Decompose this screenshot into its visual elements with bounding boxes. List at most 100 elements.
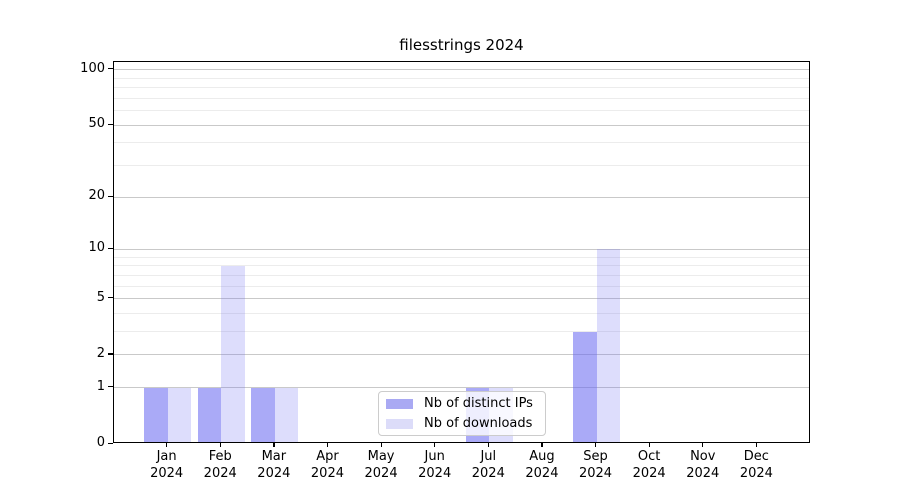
- x-label-year: 2024: [257, 466, 291, 481]
- x-axis-tick-label: Mar 2024: [244, 448, 304, 482]
- x-label-month: Jul: [480, 449, 497, 464]
- legend: Nb of distinct IPs Nb of downloads: [378, 391, 546, 436]
- x-label-year: 2024: [310, 466, 344, 481]
- x-label-year: 2024: [739, 466, 773, 481]
- y-axis-tick: [108, 353, 113, 355]
- x-axis-tick-label: Jun 2024: [405, 448, 465, 482]
- legend-swatch: [386, 418, 413, 429]
- x-axis-tick: [326, 442, 329, 447]
- x-axis-tick-label: Sep 2024: [566, 448, 626, 482]
- x-label-month: Jan: [156, 449, 177, 464]
- x-label-year: 2024: [203, 466, 237, 481]
- legend-label: Nb of distinct IPs: [424, 396, 533, 411]
- minor-gridline: [114, 285, 809, 287]
- y-axis-tick: [108, 68, 113, 70]
- major-gridline: [114, 196, 809, 198]
- x-label-year: 2024: [471, 466, 505, 481]
- x-label-month: Aug: [529, 449, 555, 464]
- x-label-month: Sep: [583, 449, 608, 464]
- x-label-year: 2024: [632, 466, 666, 481]
- x-axis-tick: [648, 442, 650, 447]
- major-gridline: [114, 248, 809, 250]
- y-axis-tick: [108, 123, 113, 125]
- minor-gridline: [114, 86, 809, 88]
- x-axis-tick: [434, 442, 436, 447]
- y-axis-tick: [108, 297, 113, 299]
- major-gridline: [114, 124, 809, 126]
- x-axis-tick-label: Aug 2024: [512, 448, 572, 482]
- bar-distinct-ips: [573, 331, 597, 442]
- legend-item: Nb of downloads: [386, 415, 538, 432]
- x-label-year: 2024: [150, 466, 184, 481]
- minor-gridline: [114, 331, 809, 333]
- y-axis-tick-label: 100: [80, 60, 105, 76]
- x-label-month: Nov: [690, 449, 716, 464]
- x-axis-tick: [273, 442, 275, 447]
- x-axis-tick: [219, 442, 221, 447]
- y-axis-tick: [108, 386, 113, 388]
- y-axis-tick-label: 0: [96, 435, 105, 450]
- x-label-year: 2024: [686, 466, 720, 481]
- bar-downloads: [596, 249, 621, 442]
- minor-gridline: [114, 110, 809, 111]
- x-axis-tick: [380, 442, 382, 447]
- x-axis-tick: [755, 442, 758, 447]
- bar-distinct-ips: [144, 387, 168, 442]
- x-label-year: 2024: [525, 466, 559, 481]
- bar-distinct-ips: [251, 387, 275, 442]
- y-axis-tick-label: 1: [96, 378, 105, 394]
- legend-swatch: [386, 398, 413, 409]
- major-gridline: [114, 69, 809, 71]
- x-axis-tick: [541, 442, 543, 447]
- x-label-month: May: [367, 449, 395, 464]
- x-axis-tick-label: Jul 2024: [458, 448, 518, 482]
- x-label-month: Apr: [316, 449, 339, 464]
- minor-gridline: [114, 265, 809, 267]
- bar-downloads: [274, 387, 299, 442]
- x-axis-tick-label: Oct 2024: [619, 448, 679, 482]
- x-label-year: 2024: [418, 466, 452, 481]
- minor-gridline: [114, 274, 809, 276]
- y-axis-tick: [108, 195, 113, 197]
- x-axis-tick: [166, 442, 168, 447]
- x-label-month: Mar: [261, 449, 287, 464]
- x-label-year: 2024: [364, 466, 398, 481]
- minor-gridline: [114, 164, 809, 166]
- minor-gridline: [114, 142, 809, 144]
- major-gridline: [114, 298, 809, 300]
- x-axis-tick-label: Jan 2024: [137, 448, 197, 482]
- x-axis-tick: [595, 442, 597, 447]
- minor-gridline: [114, 256, 809, 258]
- x-axis-tick-label: Feb 2024: [190, 448, 250, 482]
- plot-area: [113, 61, 810, 443]
- bar-distinct-ips: [197, 387, 222, 442]
- x-axis-tick-label: Apr 2024: [297, 448, 357, 482]
- y-axis-tick: [108, 247, 113, 250]
- y-axis-tick-label: 10: [88, 240, 105, 256]
- x-axis-tick: [702, 442, 704, 447]
- x-label-month: Dec: [743, 449, 769, 464]
- x-label-month: Oct: [637, 449, 661, 464]
- x-axis-tick-label: May 2024: [351, 448, 411, 482]
- y-axis-tick-label: 5: [96, 289, 105, 305]
- minor-gridline: [114, 97, 809, 99]
- chart-title: filesstrings 2024: [399, 36, 524, 54]
- y-axis-tick: [108, 442, 113, 444]
- major-gridline: [114, 354, 809, 356]
- bar-downloads: [221, 265, 245, 442]
- x-label-month: Feb: [208, 449, 232, 464]
- legend-item: Nb of distinct IPs: [386, 395, 538, 412]
- x-label-year: 2024: [578, 466, 613, 481]
- y-axis-tick-label: 20: [88, 188, 105, 203]
- bar-downloads: [167, 387, 192, 442]
- x-axis-tick-label: Dec 2024: [726, 448, 786, 482]
- x-axis-tick-label: Nov 2024: [673, 448, 733, 482]
- minor-gridline: [114, 312, 809, 314]
- legend-label: Nb of downloads: [424, 416, 533, 431]
- y-axis-tick-label: 50: [88, 116, 105, 132]
- x-axis-tick: [487, 442, 489, 447]
- minor-gridline: [114, 77, 809, 79]
- y-axis-tick-label: 2: [96, 345, 105, 361]
- major-gridline: [114, 387, 809, 389]
